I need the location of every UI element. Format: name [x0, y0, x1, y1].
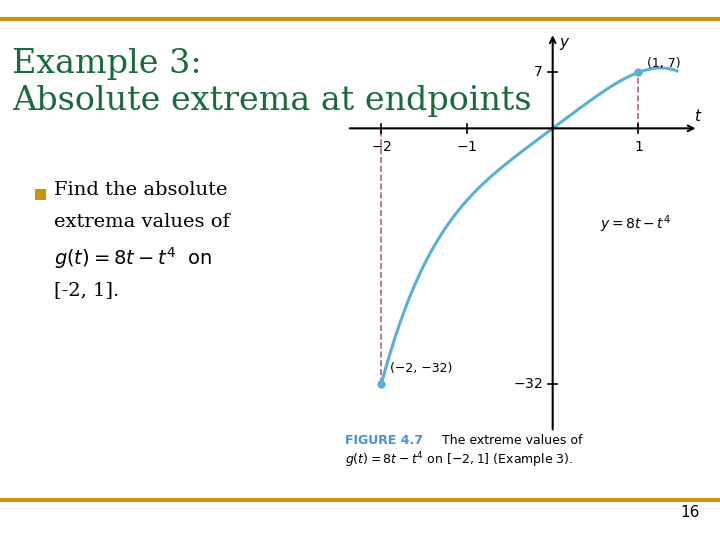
- Text: $y = 8t - t^4$: $y = 8t - t^4$: [600, 213, 670, 235]
- Bar: [35, 189, 46, 200]
- Text: $1$: $1$: [634, 139, 643, 153]
- Text: $-32$: $-32$: [513, 377, 542, 392]
- Text: $y$: $y$: [559, 36, 570, 52]
- Text: extrema values of: extrema values of: [54, 213, 230, 231]
- Text: $g(t) = 8t - t^4$  on: $g(t) = 8t - t^4$ on: [54, 245, 212, 271]
- Text: $-2$: $-2$: [371, 139, 392, 153]
- Text: Example 3:: Example 3:: [12, 48, 202, 80]
- Text: Absolute extrema at endpoints: Absolute extrema at endpoints: [12, 85, 531, 117]
- Text: [-2, 1].: [-2, 1].: [54, 281, 120, 299]
- Text: $g(t) = 8t - t^4$ on $[-2, 1]$ (Example 3).: $g(t) = 8t - t^4$ on $[-2, 1]$ (Example …: [345, 450, 573, 470]
- Text: Find the absolute: Find the absolute: [54, 181, 228, 199]
- Text: (−2, −32): (−2, −32): [390, 362, 452, 375]
- Text: $7$: $7$: [533, 65, 542, 79]
- Text: The extreme values of: The extreme values of: [430, 434, 582, 447]
- Text: FIGURE 4.7: FIGURE 4.7: [345, 434, 423, 447]
- Text: $-1$: $-1$: [456, 139, 477, 153]
- Text: $t$: $t$: [694, 107, 703, 124]
- Text: 16: 16: [680, 505, 700, 520]
- Text: (1, 7): (1, 7): [647, 57, 680, 70]
